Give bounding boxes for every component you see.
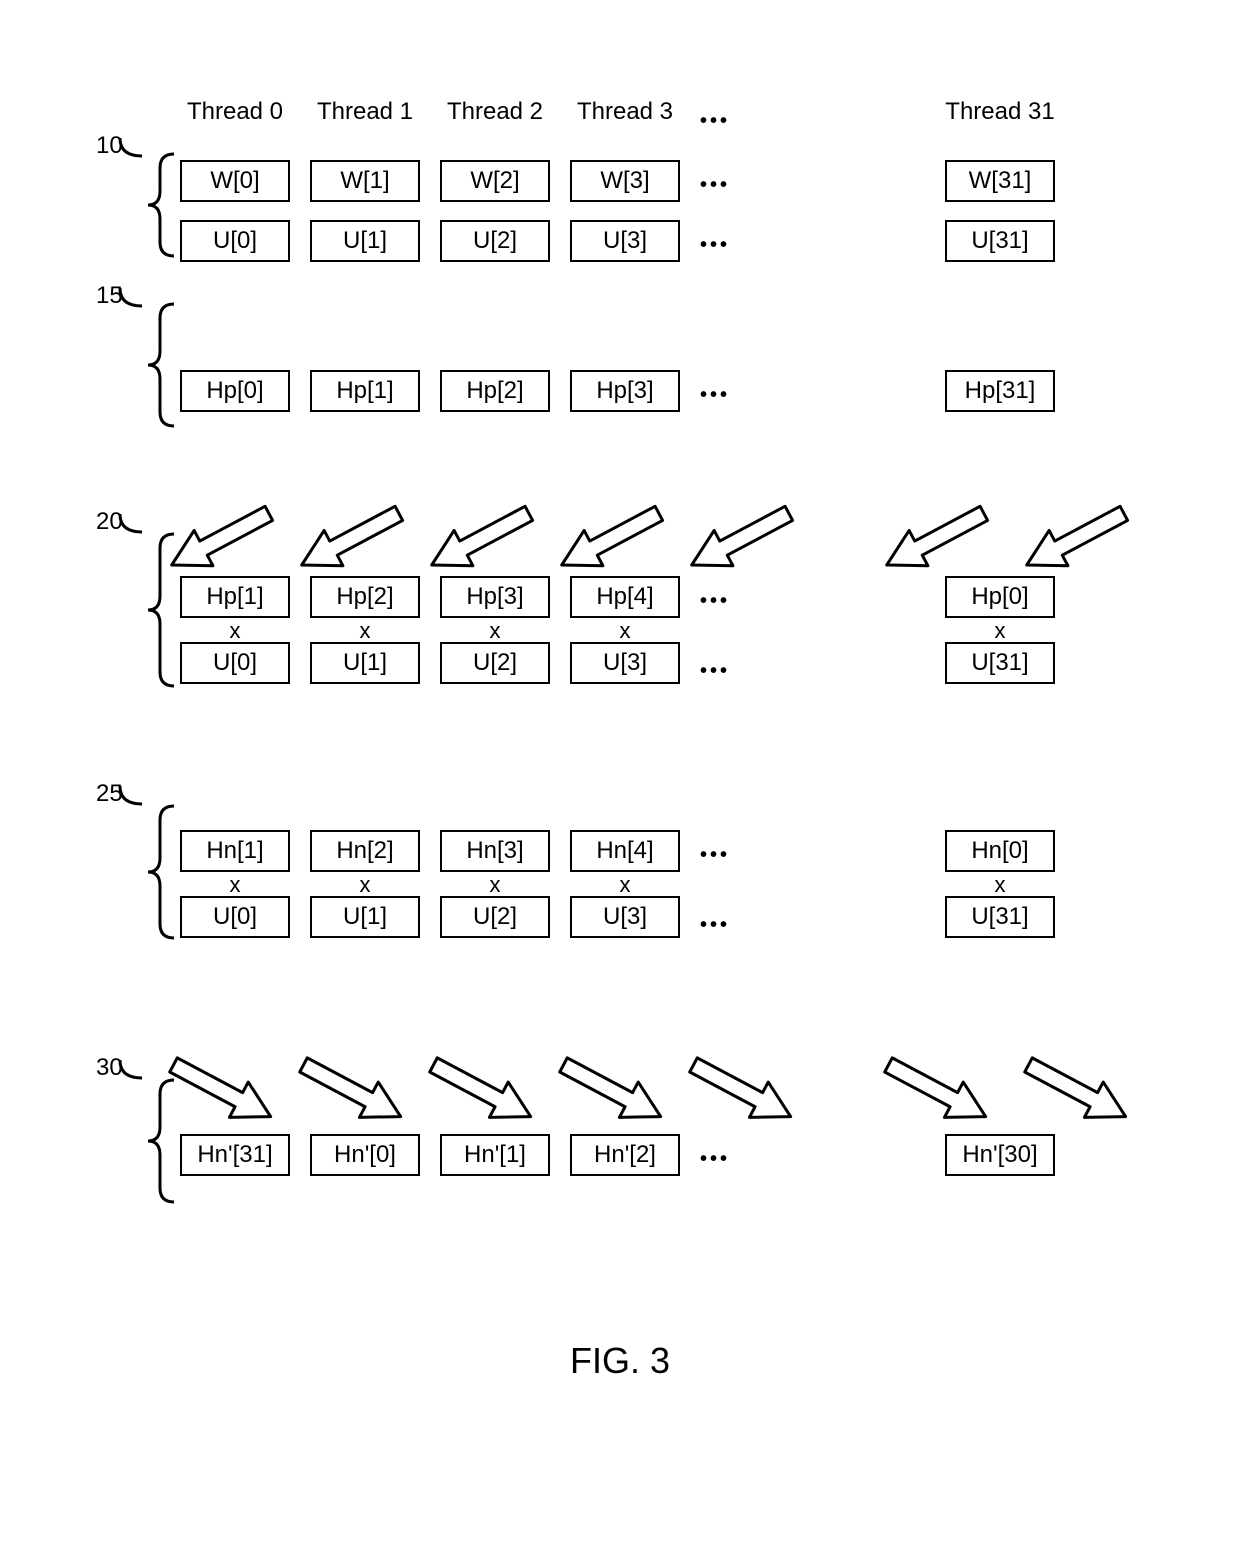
cell-g25-2-2: U[2]	[440, 896, 550, 938]
brace-10	[132, 150, 174, 265]
cell-g20-2-4: U[31]	[945, 642, 1055, 684]
cell-g10-1-0: U[0]	[180, 220, 290, 262]
shuffle-arrow	[282, 1036, 418, 1150]
cell-g20-2-2: U[2]	[440, 642, 550, 684]
cell-g10-1-2: U[2]	[440, 220, 550, 262]
diagram-root: Thread 0 Thread 1 Thread 2 Thread 3 Thread 3…	[0, 0, 1240, 1564]
cell-g20-0-1: Hp[2]	[310, 576, 420, 618]
cell-g20-2-0: U[0]	[180, 642, 290, 684]
thread-header-1: Thread 1	[305, 98, 425, 126]
thread-header-0: Thread 0	[175, 98, 295, 126]
cell-g20-0-4: Hp[0]	[945, 576, 1055, 618]
cell-g25-0-2: Hn[3]	[440, 830, 550, 872]
op-x: x	[570, 618, 680, 644]
op-x: x	[180, 618, 290, 644]
shuffle-arrow	[412, 1036, 548, 1150]
cell-g10-1-1: U[1]	[310, 220, 420, 262]
cell-g25-2-1: U[1]	[310, 896, 420, 938]
cell-g10-0-1: W[1]	[310, 160, 420, 202]
cell-g10-0-0: W[0]	[180, 160, 290, 202]
cell-g15-0-4: Hp[31]	[945, 370, 1055, 412]
cell-g25-2-0: U[0]	[180, 896, 290, 938]
row-ellipsis: •••	[700, 844, 730, 867]
shuffle-arrow	[672, 1036, 808, 1150]
cell-g30-0-0: Hn'[31]	[180, 1134, 290, 1176]
cell-g25-0-1: Hn[2]	[310, 830, 420, 872]
shuffle-arrow	[672, 480, 808, 594]
shuffle-arrow	[542, 1036, 678, 1150]
cell-g25-0-0: Hn[1]	[180, 830, 290, 872]
row-ellipsis: •••	[700, 384, 730, 407]
op-x: x	[440, 618, 550, 644]
thread-header-2: Thread 2	[435, 98, 555, 126]
cell-g30-0-4: Hn'[30]	[945, 1134, 1055, 1176]
cell-g15-0-2: Hp[2]	[440, 370, 550, 412]
row-ellipsis: •••	[700, 234, 730, 257]
cell-g20-0-3: Hp[4]	[570, 576, 680, 618]
cell-g25-0-4: Hn[0]	[945, 830, 1055, 872]
cell-g25-2-4: U[31]	[945, 896, 1055, 938]
cell-g15-0-0: Hp[0]	[180, 370, 290, 412]
header-ellipsis: •••	[700, 110, 730, 133]
shuffle-arrow	[1007, 1036, 1143, 1150]
thread-header-4: Thread 31	[940, 98, 1060, 126]
row-ellipsis: •••	[700, 914, 730, 937]
op-x: x	[310, 618, 420, 644]
row-ellipsis: •••	[700, 174, 730, 197]
cell-g25-0-3: Hn[4]	[570, 830, 680, 872]
cell-g10-0-2: W[2]	[440, 160, 550, 202]
cell-g20-0-0: Hp[1]	[180, 576, 290, 618]
cell-g20-2-3: U[3]	[570, 642, 680, 684]
op-x: x	[310, 872, 420, 898]
cell-g25-2-3: U[3]	[570, 896, 680, 938]
thread-header-3: Thread 3	[565, 98, 685, 126]
row-ellipsis: •••	[700, 660, 730, 683]
cell-g10-1-3: U[3]	[570, 220, 680, 262]
row-ellipsis: •••	[700, 590, 730, 613]
cell-g20-2-1: U[1]	[310, 642, 420, 684]
brace-25	[132, 802, 174, 947]
row-ellipsis: •••	[700, 1148, 730, 1171]
cell-g30-0-1: Hn'[0]	[310, 1134, 420, 1176]
op-x: x	[440, 872, 550, 898]
cell-g10-0-4: W[31]	[945, 160, 1055, 202]
op-x: x	[180, 872, 290, 898]
cell-g20-0-2: Hp[3]	[440, 576, 550, 618]
op-x: x	[570, 872, 680, 898]
cell-g30-0-3: Hn'[2]	[570, 1134, 680, 1176]
cell-g10-1-4: U[31]	[945, 220, 1055, 262]
cell-g30-0-2: Hn'[1]	[440, 1134, 550, 1176]
cell-g15-0-3: Hp[3]	[570, 370, 680, 412]
cell-g15-0-1: Hp[1]	[310, 370, 420, 412]
figure-caption: FIG. 3	[0, 1340, 1240, 1382]
op-x: x	[945, 872, 1055, 898]
brace-15	[132, 300, 174, 435]
op-x: x	[945, 618, 1055, 644]
shuffle-arrow	[867, 1036, 1003, 1150]
cell-g10-0-3: W[3]	[570, 160, 680, 202]
